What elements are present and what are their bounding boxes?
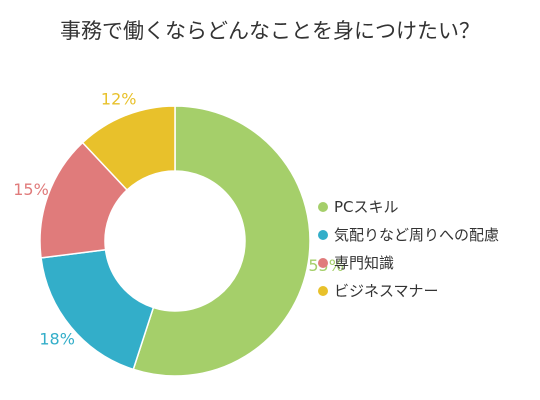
legend-label-1: PCスキル <box>334 198 399 216</box>
legend-label-4: ビジネスマナー <box>334 282 439 300</box>
value-label-2: 18% <box>39 330 75 349</box>
legend-marker-4 <box>318 286 328 296</box>
donut-slices <box>39 105 311 377</box>
legend-marker-2 <box>318 230 328 240</box>
value-labels: 55%18%15%12% <box>13 90 344 349</box>
legend-marker-1 <box>318 202 328 212</box>
chart-title: 事務で働くならどんなことを身につけたい？ <box>60 19 480 43</box>
slice-1 <box>132 105 311 377</box>
legend-label-2: 気配りなど周りへの配慮 <box>334 226 499 244</box>
legend-label-3: 専門知識 <box>334 254 394 272</box>
slice-2 <box>40 248 155 371</box>
legend-marker-3 <box>318 258 328 268</box>
value-label-4: 12% <box>101 90 137 109</box>
slice-4 <box>81 105 176 192</box>
value-label-3: 15% <box>13 180 49 199</box>
